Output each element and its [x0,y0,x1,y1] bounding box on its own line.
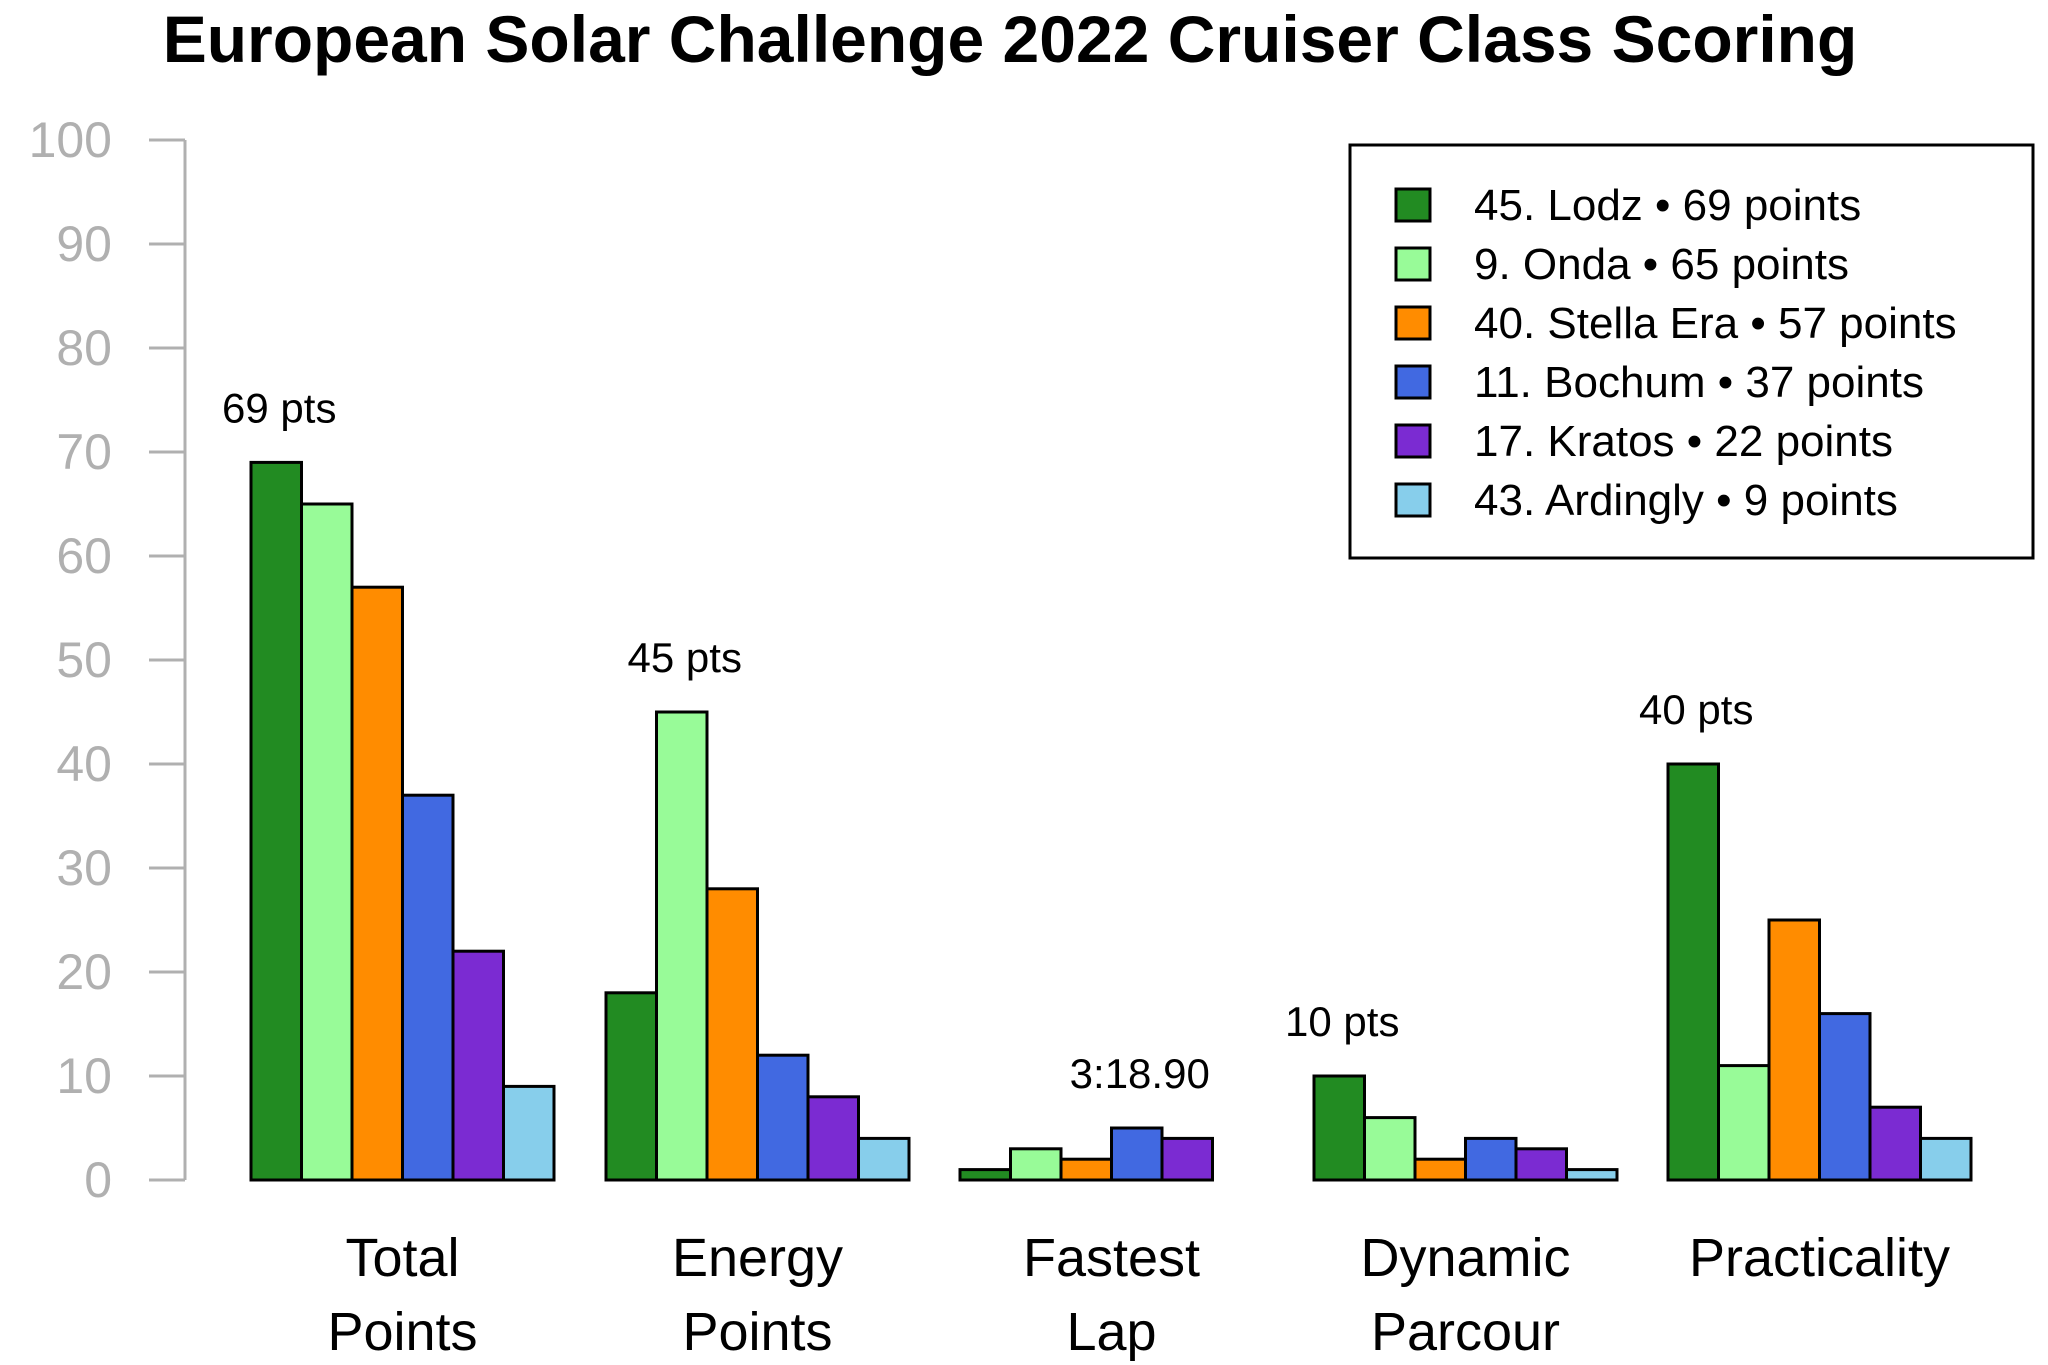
bar [604,991,658,1182]
bar [1110,1126,1164,1182]
legend-label: 43. Ardingly • 9 points [1474,476,1898,525]
legend-label: 45. Lodz • 69 points [1474,181,1861,230]
y-tick-label: 50 [56,632,112,688]
annotation-label: 69 pts [222,384,336,431]
bar [451,949,505,1182]
bar [1413,1157,1467,1182]
annotation-label: 45 pts [628,634,742,681]
annotations: 69 pts 45 pts 3:18.90 10 pts 40 pts [222,384,1753,1097]
category-label: Lap [1066,1302,1156,1362]
bar [958,1168,1012,1182]
legend-swatch [1394,364,1432,400]
bar [655,710,709,1182]
bar [857,1136,911,1182]
legend-label: 9. Onda • 65 points [1474,240,1849,289]
bar [249,460,303,1182]
legend-swatch [1394,187,1432,223]
chart-title: European Solar Challenge 2022 Cruiser Cl… [163,2,1858,76]
category-label: Dynamic [1360,1228,1570,1288]
bar [1514,1147,1568,1182]
annotation-label: 40 pts [1639,686,1753,733]
bar [1919,1136,1973,1182]
bar [1009,1147,1063,1182]
y-tick-label: 10 [56,1048,112,1104]
y-tick-label: 20 [56,944,112,1000]
legend: 45. Lodz • 69 points 9. Onda • 65 points 4… [1348,143,2035,560]
legend-swatch [1394,246,1432,282]
annotation-label: 10 pts [1285,998,1399,1045]
legend-swatch [1394,305,1432,341]
category-label: Fastest [1023,1228,1200,1288]
bar [756,1053,810,1182]
bar [1818,1012,1872,1182]
bar [1666,762,1720,1182]
category-label: Points [327,1302,477,1362]
y-axis: 0 10 20 30 40 50 60 70 80 90 100 [29,112,187,1208]
bar [705,887,759,1182]
y-tick-label: 60 [56,528,112,584]
bar [1565,1168,1619,1182]
bar [1868,1105,1922,1182]
bars [249,460,1973,1182]
legend-label: 11. Bochum • 37 points [1474,358,1924,407]
category-label: Practicality [1689,1228,1950,1288]
legend-swatch [1394,423,1432,459]
bar [401,793,455,1182]
y-tick-label: 0 [84,1152,112,1208]
bar [1363,1116,1417,1182]
category-label: Energy [672,1228,843,1288]
bar [1312,1074,1366,1182]
bar [300,502,354,1182]
bar [1464,1136,1518,1182]
y-tick-label: 80 [56,320,112,376]
y-tick-label: 70 [56,424,112,480]
y-tick-label: 30 [56,840,112,896]
legend-label: 17. Kratos • 22 points [1474,417,1893,466]
bar [350,585,404,1182]
legend-swatch [1394,482,1432,518]
legend-label: 40. Stella Era • 57 points [1474,299,1957,348]
bar [806,1095,860,1182]
category-labels: Total Points Energy Points Fastest Lap Dynamic… [327,1228,1950,1362]
category-label: Parcour [1371,1302,1560,1362]
y-tick-label: 90 [56,216,112,272]
bar [1059,1157,1113,1182]
legend-box [1348,143,2035,560]
bar [1717,1064,1771,1182]
category-label: Total [345,1228,459,1288]
bar [1160,1136,1214,1182]
y-tick-label: 40 [56,736,112,792]
annotation-label: 3:18.90 [1070,1050,1210,1097]
category-label: Points [682,1302,832,1362]
bar [502,1084,556,1182]
y-tick-label: 100 [29,112,112,168]
bar [1767,918,1821,1182]
